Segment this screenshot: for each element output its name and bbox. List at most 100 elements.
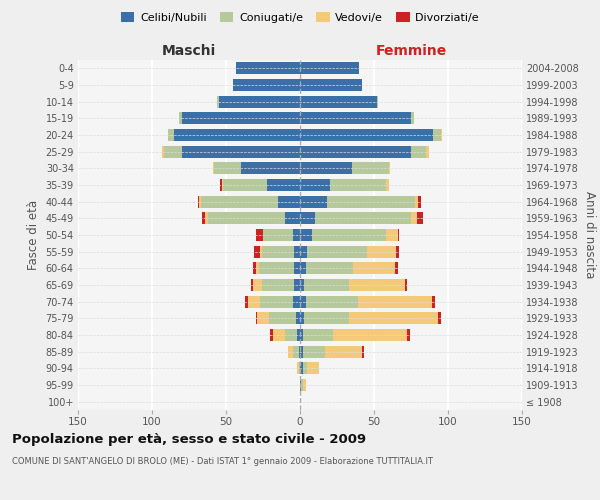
Bar <box>300 296 306 308</box>
Bar <box>300 379 301 391</box>
Bar <box>349 312 437 324</box>
Bar <box>304 312 349 324</box>
Bar <box>303 329 332 341</box>
Bar <box>212 162 214 174</box>
Bar <box>260 296 293 308</box>
Bar <box>294 246 300 258</box>
Bar <box>398 229 399 241</box>
Bar <box>300 246 307 258</box>
Bar <box>325 346 362 358</box>
Bar <box>362 346 364 358</box>
Bar <box>303 379 306 391</box>
Y-axis label: Anni di nascita: Anni di nascita <box>583 192 596 278</box>
Bar <box>300 129 433 141</box>
Bar <box>182 146 300 158</box>
Bar <box>300 179 329 191</box>
Bar <box>263 229 293 241</box>
Bar <box>300 329 303 341</box>
Bar <box>300 346 303 358</box>
Bar <box>411 212 417 224</box>
Bar <box>223 179 268 191</box>
Bar <box>163 146 164 158</box>
Bar <box>349 279 405 291</box>
Bar <box>259 262 294 274</box>
Bar <box>251 279 253 291</box>
Bar <box>299 346 300 358</box>
Bar <box>300 312 304 324</box>
Bar <box>396 246 399 258</box>
Bar <box>274 329 285 341</box>
Bar <box>299 362 300 374</box>
Bar <box>426 146 429 158</box>
Bar <box>300 196 326 207</box>
Bar <box>386 179 389 191</box>
Bar <box>386 229 398 241</box>
Bar <box>307 362 319 374</box>
Bar <box>285 329 297 341</box>
Bar <box>332 329 407 341</box>
Bar <box>217 96 218 108</box>
Bar <box>329 179 386 191</box>
Bar <box>208 212 285 224</box>
Bar <box>164 146 182 158</box>
Bar <box>253 262 256 274</box>
Bar <box>411 146 426 158</box>
Bar <box>293 229 300 241</box>
Bar <box>278 196 300 207</box>
Bar <box>300 262 306 274</box>
Legend: Celibi/Nubili, Coniugati/e, Vedovi/e, Divorziat​i/e: Celibi/Nubili, Coniugati/e, Vedovi/e, Di… <box>117 8 483 28</box>
Bar <box>256 262 259 274</box>
Bar <box>432 296 434 308</box>
Bar <box>268 179 300 191</box>
Text: Femmine: Femmine <box>376 44 446 59</box>
Bar <box>285 212 300 224</box>
Bar <box>233 79 300 91</box>
Bar <box>304 279 349 291</box>
Bar <box>218 96 300 108</box>
Bar <box>300 146 411 158</box>
Bar <box>358 296 432 308</box>
Bar <box>179 112 182 124</box>
Bar <box>300 96 377 108</box>
Bar <box>303 346 325 358</box>
Bar <box>256 229 263 241</box>
Bar <box>306 262 353 274</box>
Bar <box>300 362 303 374</box>
Bar <box>262 246 294 258</box>
Bar <box>367 246 396 258</box>
Bar <box>415 196 418 207</box>
Bar <box>300 79 362 91</box>
Bar <box>182 112 300 124</box>
Bar <box>253 279 262 291</box>
Bar <box>315 212 411 224</box>
Bar <box>353 262 395 274</box>
Bar <box>254 246 260 258</box>
Bar <box>300 112 411 124</box>
Text: Maschi: Maschi <box>162 44 216 59</box>
Bar <box>300 212 315 224</box>
Bar <box>389 162 390 174</box>
Bar <box>214 162 241 174</box>
Bar <box>300 229 312 241</box>
Bar <box>300 162 352 174</box>
Bar <box>245 296 248 308</box>
Bar <box>260 246 262 258</box>
Bar <box>174 129 300 141</box>
Bar <box>198 196 199 207</box>
Bar <box>168 129 174 141</box>
Bar <box>296 312 300 324</box>
Bar <box>297 329 300 341</box>
Bar <box>352 162 389 174</box>
Bar <box>417 212 423 224</box>
Bar <box>294 262 300 274</box>
Bar <box>256 312 257 324</box>
Bar <box>312 229 386 241</box>
Y-axis label: Fasce di età: Fasce di età <box>27 200 40 270</box>
Bar <box>293 346 299 358</box>
Bar <box>440 129 442 141</box>
Bar <box>297 362 299 374</box>
Bar <box>377 96 379 108</box>
Bar <box>326 196 415 207</box>
Bar <box>236 62 300 74</box>
Bar <box>220 179 221 191</box>
